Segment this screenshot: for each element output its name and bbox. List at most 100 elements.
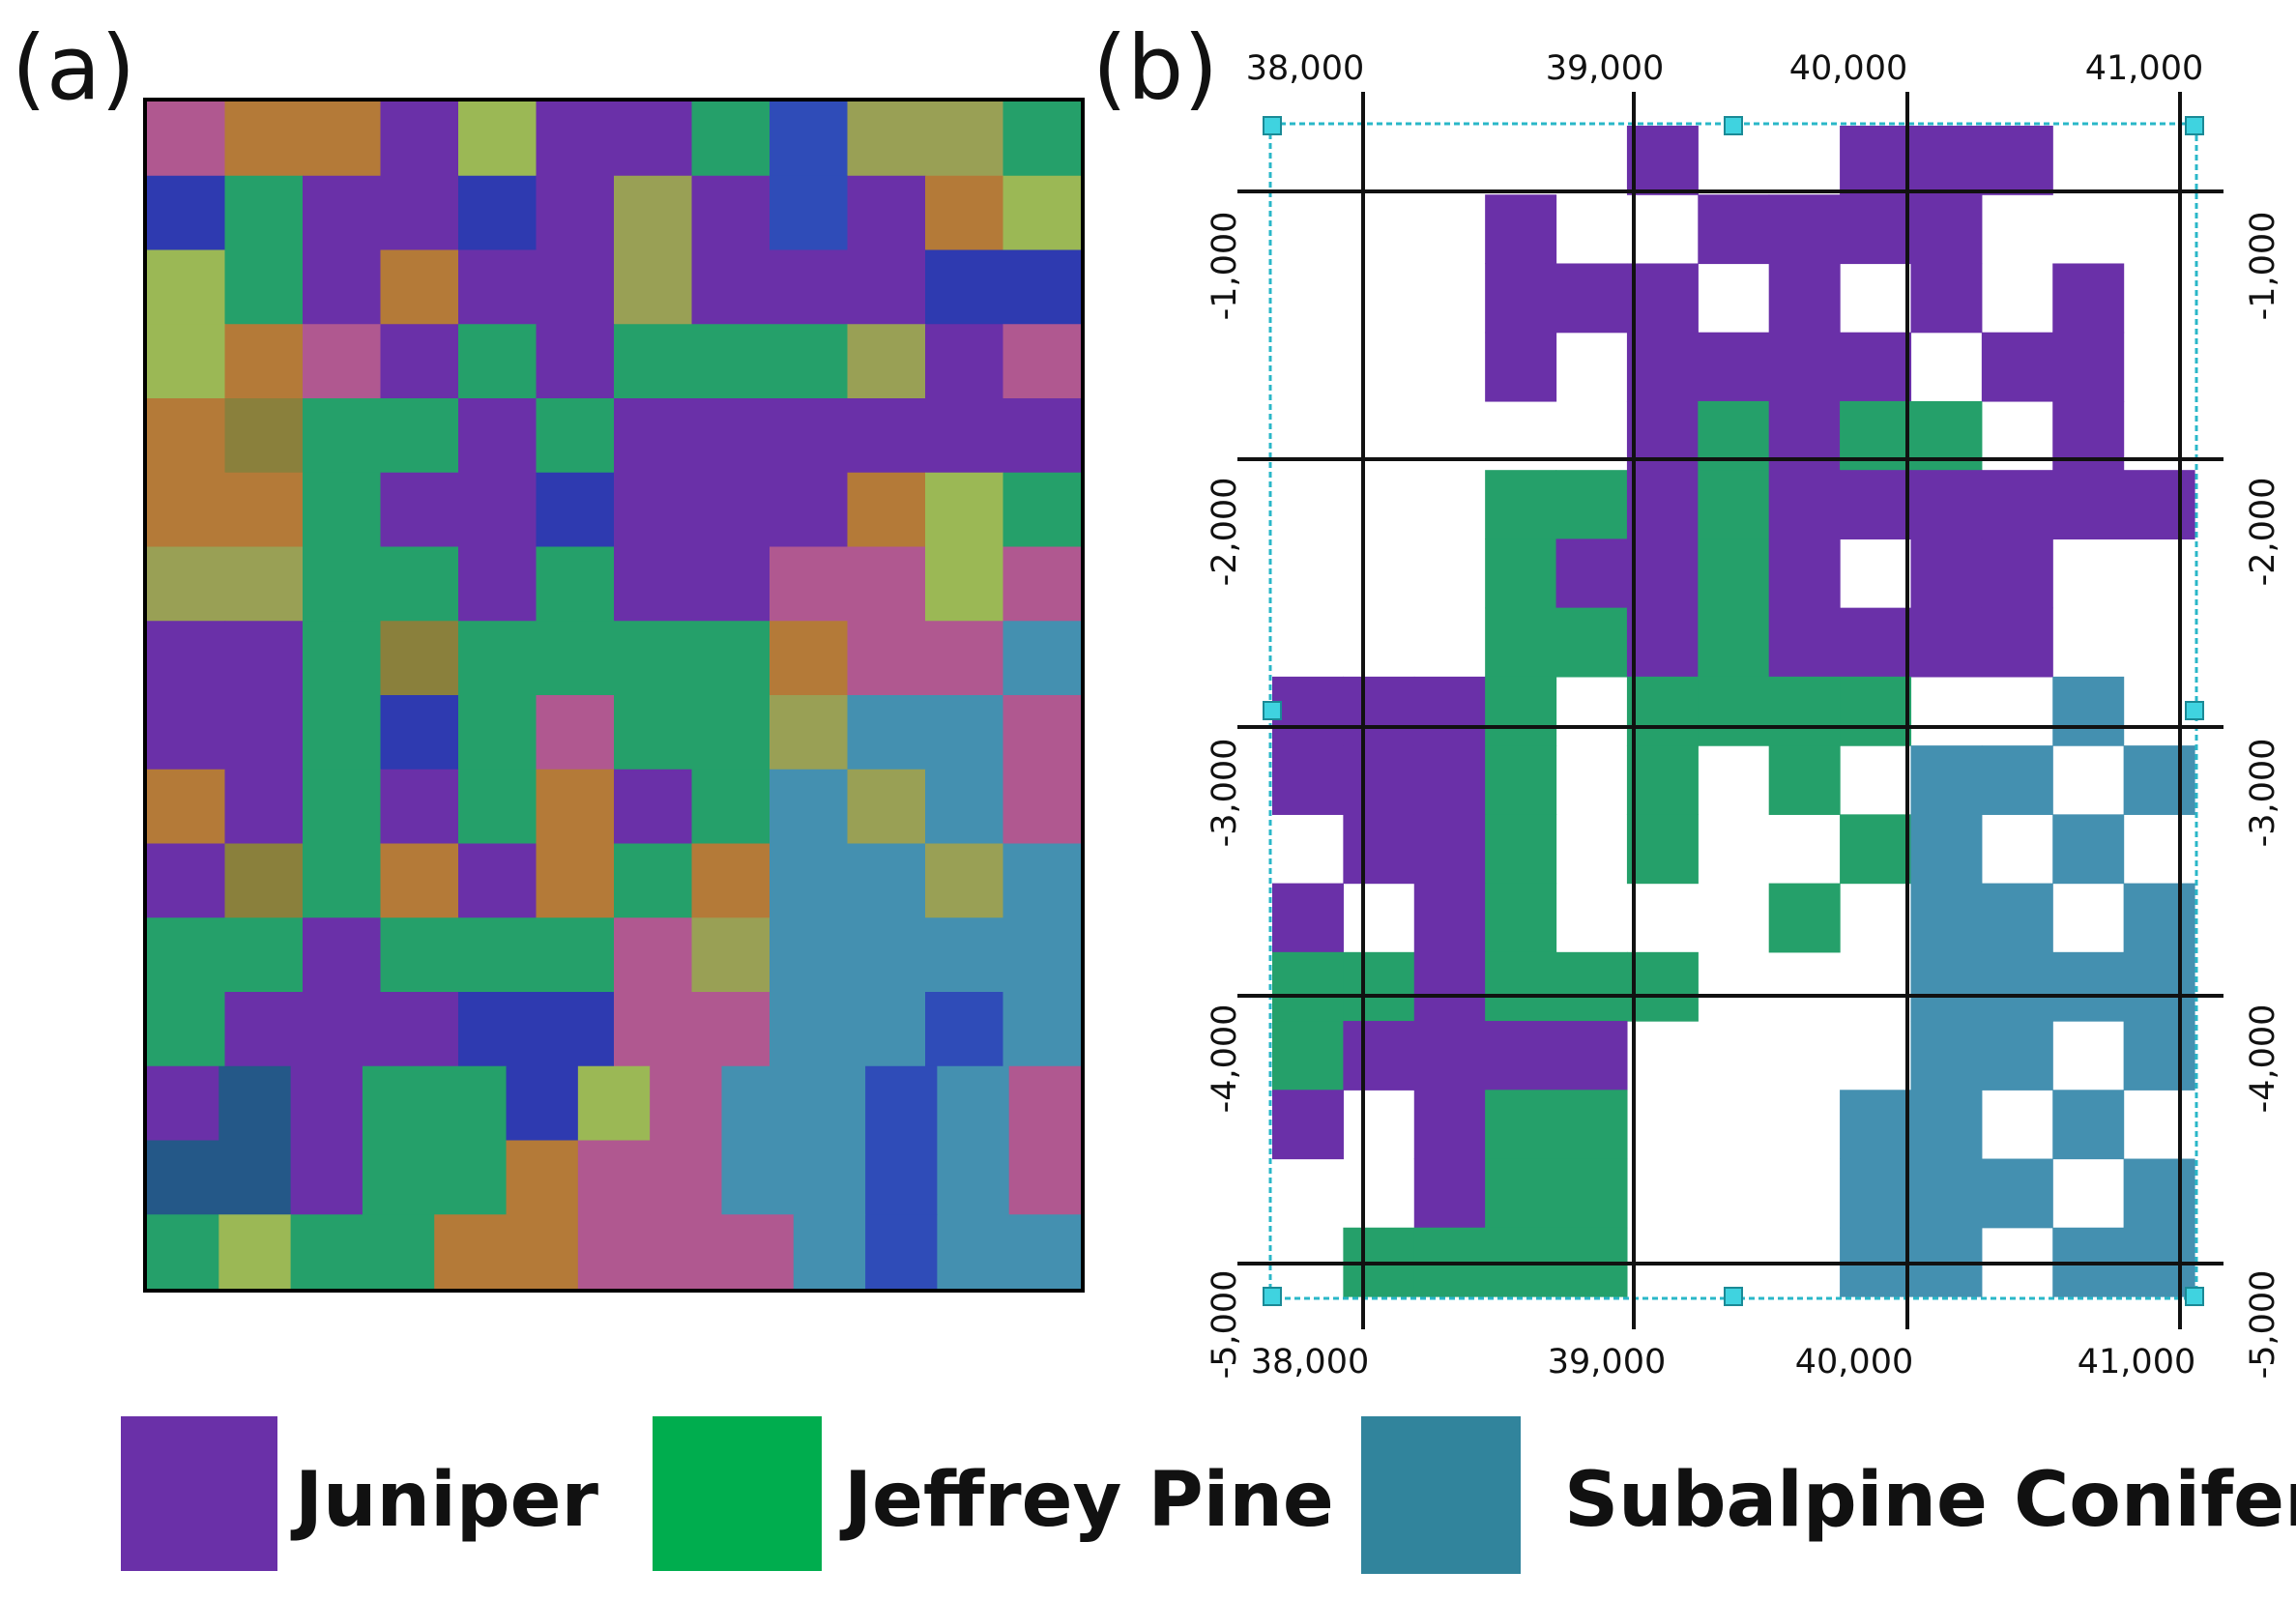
classified-cell xyxy=(1840,194,1912,265)
classified-cell xyxy=(1981,470,2053,540)
raster-cell xyxy=(224,992,304,1067)
classified-cell xyxy=(1272,676,1344,746)
bottom-tick-label: 41,000 xyxy=(2078,1343,2195,1382)
raster-cell xyxy=(1003,917,1082,993)
classified-cell xyxy=(1768,470,1841,540)
panel-b-raster xyxy=(1272,126,2195,1297)
raster-cell xyxy=(303,249,382,325)
classified-cell xyxy=(1485,470,1557,540)
classified-cell xyxy=(1272,883,1344,953)
raster-cell xyxy=(218,1214,292,1290)
raster-cell xyxy=(577,1214,651,1290)
classified-cell xyxy=(1698,470,1770,540)
raster-cell xyxy=(691,324,770,399)
classified-cell xyxy=(1698,332,1770,402)
raster-cell xyxy=(147,695,226,771)
raster-cell xyxy=(925,695,1004,771)
raster-cell xyxy=(925,398,1004,474)
raster-cell xyxy=(380,695,459,771)
classified-cell xyxy=(1910,745,1983,815)
raster-cell xyxy=(1008,1214,1082,1290)
raster-cell xyxy=(650,1214,723,1290)
classified-cell xyxy=(1910,883,1983,953)
classified-cell xyxy=(1343,676,1415,746)
raster-cell xyxy=(793,1065,866,1142)
right-tick-label: -4,000 xyxy=(2244,1004,2282,1114)
raster-cell xyxy=(614,621,693,696)
raster-cell xyxy=(1003,472,1082,548)
raster-cell xyxy=(536,546,615,622)
raster-cell xyxy=(770,695,849,771)
panel-b-selection-handles xyxy=(1263,116,2204,1306)
classified-cell xyxy=(1768,332,1841,402)
raster-cell xyxy=(506,1065,579,1142)
raster-cell xyxy=(1003,843,1082,918)
classified-cell xyxy=(1555,1090,1628,1160)
raster-cell xyxy=(224,621,304,696)
raster-cell xyxy=(458,917,538,993)
classified-cell xyxy=(1485,332,1557,402)
selection-handle[interactable] xyxy=(1724,116,1743,135)
raster-cell xyxy=(458,175,538,251)
classified-cell xyxy=(1910,1021,1983,1091)
selection-handle[interactable] xyxy=(1263,701,1282,720)
raster-cell xyxy=(691,843,770,918)
raster-cell xyxy=(691,472,770,548)
raster-cell xyxy=(1003,398,1082,474)
left-tick-label: -5,000 xyxy=(1206,1270,1244,1380)
selection-handle[interactable] xyxy=(1263,116,1282,135)
classified-cell xyxy=(1840,1158,1912,1229)
classified-cell xyxy=(1626,814,1699,885)
raster-cell xyxy=(224,695,304,771)
raster-cell xyxy=(770,175,849,251)
raster-cell xyxy=(458,695,538,771)
raster-cell xyxy=(691,102,770,177)
classified-cell xyxy=(1910,263,1983,334)
classified-cell xyxy=(1555,607,1628,678)
raster-cell xyxy=(847,992,926,1067)
raster-cell xyxy=(147,1140,219,1215)
raster-cell xyxy=(303,472,382,548)
raster-cell xyxy=(691,769,770,845)
raster-cell xyxy=(290,1065,363,1142)
classified-cell xyxy=(1626,745,1699,815)
legend-label-jeffrey-pine: Jeffrey Pine xyxy=(839,1457,1334,1544)
raster-cell xyxy=(925,546,1004,622)
classified-cell xyxy=(1626,676,1699,746)
legend-swatch-juniper xyxy=(121,1416,277,1571)
raster-cell xyxy=(770,546,849,622)
classified-cell xyxy=(1840,676,1912,746)
raster-cell xyxy=(458,324,538,399)
selection-handle[interactable] xyxy=(2185,701,2204,720)
classified-cell xyxy=(1910,1090,1983,1160)
raster-cell xyxy=(147,1214,219,1290)
selection-handle[interactable] xyxy=(1263,1287,1282,1306)
raster-cell xyxy=(303,546,382,622)
raster-cell xyxy=(458,249,538,325)
selection-handle[interactable] xyxy=(1724,1287,1743,1306)
raster-cell xyxy=(224,398,304,474)
classified-cell xyxy=(1626,263,1699,334)
selection-handle[interactable] xyxy=(2185,116,2204,135)
right-tick-label: -3,000 xyxy=(2244,739,2282,848)
raster-cell xyxy=(506,1214,579,1290)
raster-cell xyxy=(303,102,382,177)
raster-cell xyxy=(303,769,382,845)
selection-handle[interactable] xyxy=(2185,1287,2204,1306)
raster-cell xyxy=(303,175,382,251)
left-tick-label: -1,000 xyxy=(1206,212,1244,321)
raster-cell xyxy=(290,1214,363,1290)
classified-cell xyxy=(1698,194,1770,265)
raster-cell xyxy=(434,1214,508,1290)
raster-cell xyxy=(458,843,538,918)
classified-cell xyxy=(1343,1021,1415,1091)
raster-cell xyxy=(362,1140,435,1215)
raster-cell xyxy=(721,1065,795,1142)
raster-cell xyxy=(865,1214,938,1290)
classified-cell xyxy=(1555,1021,1628,1091)
classified-cell xyxy=(1555,470,1628,540)
classified-cell xyxy=(2052,676,2125,746)
raster-cell xyxy=(536,472,615,548)
raster-cell xyxy=(1003,175,1082,251)
classified-cell xyxy=(2123,883,2195,953)
